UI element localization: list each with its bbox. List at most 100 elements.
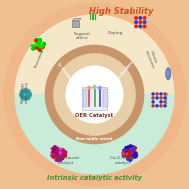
Point	[36, 44, 39, 47]
Point	[129, 152, 132, 155]
Point	[56, 151, 59, 154]
Point	[63, 153, 66, 156]
Point	[129, 153, 132, 156]
Point	[126, 151, 129, 154]
Point	[36, 42, 39, 45]
Point	[60, 151, 63, 154]
Point	[37, 44, 40, 47]
Circle shape	[152, 105, 154, 107]
Point	[134, 151, 137, 154]
Point	[41, 46, 44, 49]
Point	[134, 147, 137, 150]
Point	[123, 149, 126, 152]
Point	[36, 43, 39, 46]
Point	[55, 150, 58, 153]
Point	[41, 45, 44, 48]
Point	[58, 154, 61, 157]
Point	[36, 44, 39, 47]
Point	[36, 43, 39, 46]
Point	[35, 44, 38, 47]
Point	[36, 44, 39, 47]
Text: Non-noble metal: Non-noble metal	[76, 137, 113, 141]
Text: Support
effect: Support effect	[74, 32, 91, 40]
Point	[56, 153, 59, 156]
Point	[35, 44, 38, 47]
Circle shape	[98, 86, 101, 89]
Point	[52, 156, 55, 159]
Point	[56, 148, 59, 151]
Point	[52, 151, 55, 154]
Point	[125, 152, 128, 155]
Point	[43, 42, 46, 45]
Point	[37, 47, 40, 50]
Point	[35, 43, 38, 46]
Circle shape	[160, 105, 162, 107]
Point	[41, 45, 44, 48]
Point	[131, 148, 134, 151]
Point	[33, 46, 36, 49]
Point	[123, 151, 126, 154]
Point	[130, 150, 133, 153]
Point	[129, 152, 132, 155]
Circle shape	[139, 21, 142, 23]
Point	[56, 149, 59, 153]
Circle shape	[139, 17, 142, 19]
Point	[130, 147, 133, 150]
Text: Morphology
engineering: Morphology engineering	[20, 82, 29, 104]
Point	[38, 40, 41, 43]
Point	[127, 152, 130, 155]
Point	[59, 157, 62, 160]
Point	[129, 155, 132, 158]
Circle shape	[66, 66, 123, 123]
Point	[39, 49, 42, 52]
Point	[125, 155, 128, 158]
FancyBboxPatch shape	[82, 87, 107, 110]
Point	[37, 43, 40, 46]
Point	[128, 154, 131, 157]
Point	[35, 46, 38, 49]
Circle shape	[143, 25, 146, 28]
Point	[126, 146, 129, 149]
Point	[31, 47, 34, 50]
FancyBboxPatch shape	[83, 89, 87, 107]
Point	[129, 152, 132, 155]
Point	[56, 149, 59, 152]
Point	[59, 149, 62, 152]
Circle shape	[164, 97, 166, 99]
Point	[127, 147, 130, 150]
Point	[37, 42, 40, 45]
Point	[57, 151, 60, 154]
Wedge shape	[15, 15, 174, 94]
Point	[132, 146, 135, 149]
Point	[134, 154, 137, 157]
Point	[129, 152, 132, 155]
Point	[36, 45, 39, 48]
Point	[38, 38, 41, 41]
Point	[57, 153, 60, 156]
Circle shape	[23, 92, 28, 97]
Point	[127, 155, 130, 158]
Circle shape	[156, 105, 158, 107]
Point	[33, 46, 36, 49]
Point	[36, 44, 39, 47]
Ellipse shape	[166, 68, 171, 80]
Circle shape	[135, 25, 137, 28]
Point	[53, 146, 57, 149]
Point	[35, 39, 38, 42]
Point	[130, 149, 133, 152]
Point	[132, 146, 135, 149]
Text: Perovskite: Perovskite	[34, 49, 45, 69]
Point	[37, 43, 40, 46]
FancyBboxPatch shape	[104, 89, 108, 107]
Point	[53, 155, 56, 158]
Point	[38, 48, 41, 51]
Point	[43, 43, 46, 46]
Point	[57, 151, 60, 154]
Point	[37, 43, 40, 46]
Point	[59, 151, 62, 154]
Circle shape	[93, 85, 96, 88]
Point	[43, 42, 46, 45]
Point	[53, 153, 56, 156]
Point	[31, 44, 34, 47]
Circle shape	[88, 86, 91, 89]
